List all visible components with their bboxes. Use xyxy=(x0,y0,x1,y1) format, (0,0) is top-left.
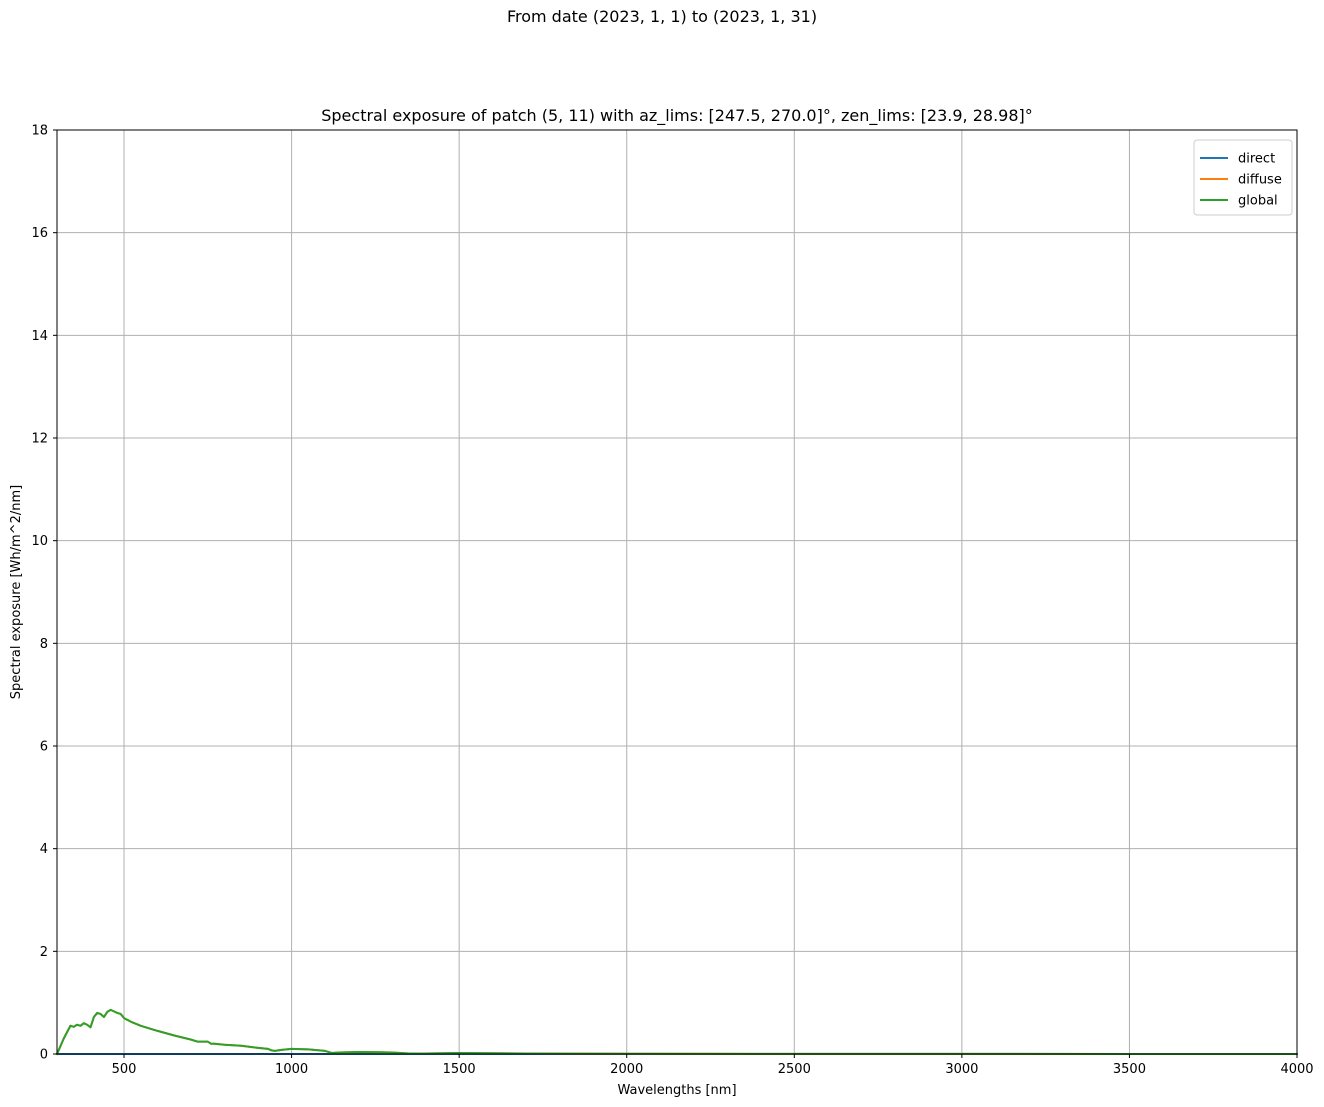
series-line-global xyxy=(55,1008,1298,1056)
x-tick-label: 2000 xyxy=(610,1062,643,1077)
chart-title: Spectral exposure of patch (5, 11) with … xyxy=(321,106,1033,126)
x-tick-label: 4000 xyxy=(1280,1062,1313,1077)
y-tick-label: 12 xyxy=(31,432,48,447)
y-tick-label: 2 xyxy=(40,945,48,960)
figure-suptitle: From date (2023, 1, 1) to (2023, 1, 31) xyxy=(506,7,818,26)
grid-lines xyxy=(57,129,1298,1055)
x-tick-label: 3000 xyxy=(945,1062,978,1077)
legend-label-diffuse: diffuse xyxy=(1238,173,1282,188)
x-tick-label: 500 xyxy=(112,1062,137,1077)
y-tick-label: 6 xyxy=(40,740,48,755)
legend-label-direct: direct xyxy=(1238,152,1275,167)
y-tick-label: 4 xyxy=(40,842,48,857)
x-tick-label: 1500 xyxy=(443,1062,476,1077)
y-tick-label: 10 xyxy=(31,534,48,549)
x-tick-label: 3500 xyxy=(1113,1062,1146,1077)
y-tick-label: 0 xyxy=(40,1048,48,1063)
legend-label-global: global xyxy=(1238,194,1278,209)
legend: direct diffuse global xyxy=(1193,139,1293,216)
y-tick-label: 14 xyxy=(31,329,48,344)
y-axis-label: Spectral exposure [Wh/m^2/nm] xyxy=(9,485,24,699)
y-tick-label: 18 xyxy=(31,124,48,139)
series-line-diffuse xyxy=(55,1008,1298,1056)
x-axis-ticks: 500 1000 1500 2000 2500 3000 3500 4000 xyxy=(112,1054,1314,1077)
plot-area-frame xyxy=(56,129,1298,1055)
x-tick-label: 1000 xyxy=(275,1062,308,1077)
series-lines xyxy=(55,1008,1298,1056)
y-axis-ticks: 0 2 4 6 8 10 12 14 16 18 xyxy=(31,124,57,1063)
y-tick-label: 8 xyxy=(40,637,48,652)
x-tick-label: 2500 xyxy=(778,1062,811,1077)
x-axis-label: Wavelengths [nm] xyxy=(617,1083,736,1098)
y-tick-label: 16 xyxy=(31,226,48,241)
